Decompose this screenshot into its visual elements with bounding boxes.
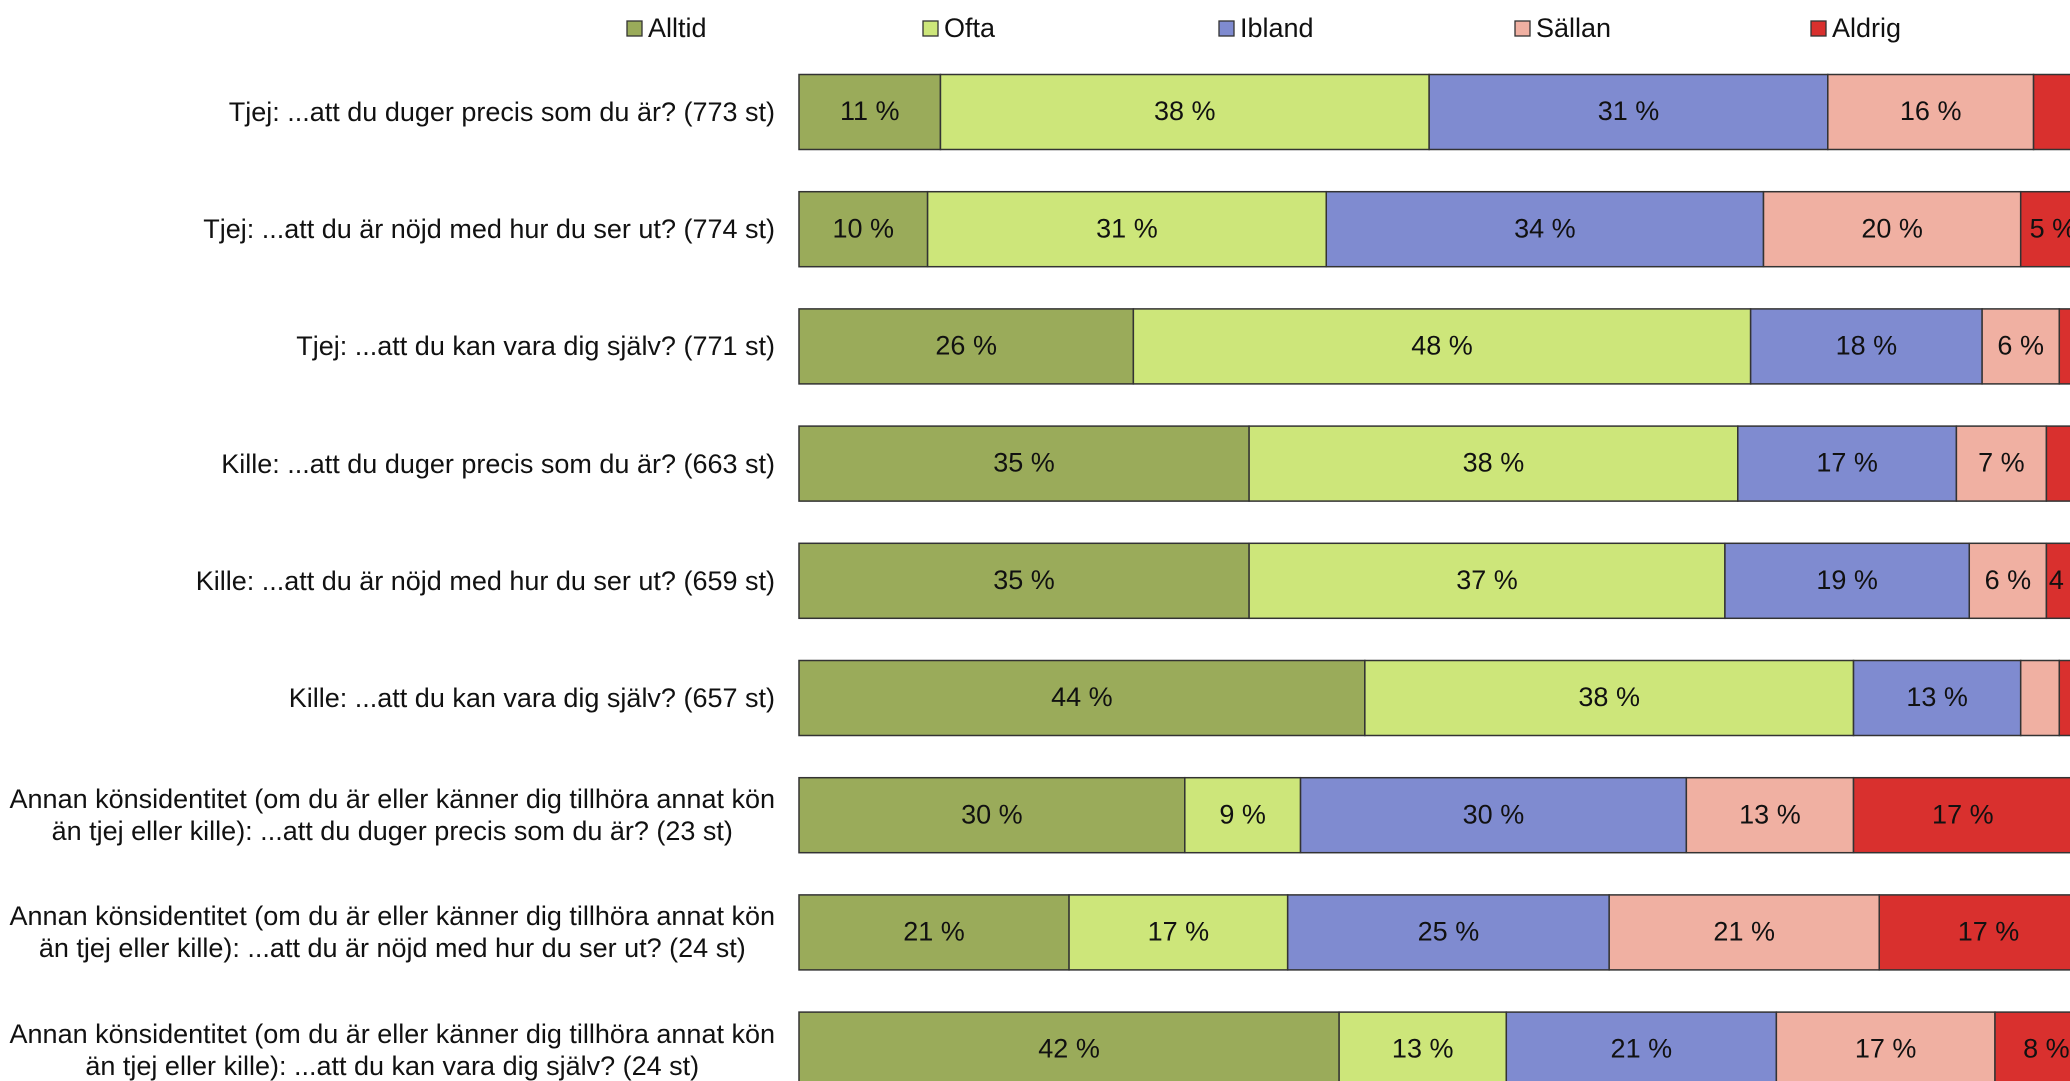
- bar-segment: [2058, 308, 2070, 385]
- value-label: 17 %: [1958, 917, 2020, 947]
- bar-segment: [2045, 542, 2070, 620]
- bar-segment: [2019, 659, 2061, 737]
- value-label: 6 %: [1997, 331, 2044, 361]
- value-label: 21 %: [903, 917, 965, 947]
- value-label: 35 %: [993, 448, 1055, 478]
- bar-segment: [1299, 776, 1688, 854]
- bar-segment: [1428, 73, 1829, 151]
- value-label: 5 %: [2030, 213, 2070, 243]
- value-label: 10 %: [833, 213, 895, 243]
- bar-segment: [798, 190, 929, 268]
- category-label: Kille: ...att du kan vara dig själv? (65…: [288, 683, 775, 713]
- value-label: 19 %: [1816, 565, 1878, 595]
- bar-segment: [798, 659, 1366, 737]
- category-label: Tjej: ...att du kan vara dig själv? (771…: [296, 331, 775, 362]
- legend-swatch: [1514, 20, 1531, 37]
- value-label: 13 %: [1739, 799, 1801, 829]
- bar-segment: [1248, 542, 1726, 620]
- value-label: 38 %: [1154, 96, 1216, 126]
- value-label: 17 %: [1148, 917, 1210, 947]
- legend-label: Ibland: [1240, 13, 1314, 43]
- value-label: 31 %: [1598, 96, 1660, 126]
- bar-segment: [1364, 659, 1855, 737]
- bar-segment: [1724, 542, 1971, 620]
- category-label: Kille: ...att du är nöjd med hur du ser …: [195, 565, 775, 596]
- legend-label: Ofta: [944, 13, 996, 43]
- bar-segment: [1878, 894, 2070, 971]
- value-label: 17 %: [1932, 799, 1994, 829]
- bar-segment: [1852, 659, 2022, 737]
- legend-swatch: [1810, 20, 1827, 37]
- bar-segment: [1827, 73, 2035, 151]
- legend-label: Alltid: [648, 13, 707, 43]
- bar-segment: [2019, 190, 2070, 268]
- value-label: 34 %: [1514, 213, 1576, 243]
- bar-segment: [926, 190, 1328, 268]
- bar-segment: [1505, 1011, 1778, 1081]
- legend-swatch: [626, 20, 643, 37]
- bar-segment: [798, 776, 1186, 854]
- value-label: 9 %: [1219, 799, 1266, 829]
- bar-segment: [1762, 190, 2022, 268]
- value-label: 16 %: [1900, 96, 1962, 126]
- bar-segment: [1749, 308, 1983, 385]
- value-label: 42 %: [1038, 1034, 1100, 1064]
- value-label: 37 %: [1456, 565, 1518, 595]
- bar-segment: [2045, 425, 2070, 502]
- bar-segment: [798, 425, 1250, 502]
- value-label: 8 %: [2023, 1034, 2070, 1064]
- bar-segment: [2032, 73, 2070, 151]
- bar-segment: [1286, 894, 1610, 971]
- legend-swatch: [922, 20, 939, 37]
- bar-segment: [1955, 425, 2048, 502]
- category-label: Tjej: ...att du är nöjd med hur du ser u…: [203, 214, 775, 245]
- value-label: 4 %: [2049, 565, 2070, 595]
- bar-segment: [1132, 308, 1752, 385]
- legend-label: Sällan: [1536, 13, 1611, 43]
- bar-segment: [798, 1011, 1340, 1081]
- value-label: 17 %: [1855, 1034, 1917, 1064]
- bar-segment: [798, 542, 1250, 620]
- bar-segment: [2058, 659, 2070, 737]
- value-label: 6 %: [1985, 565, 2032, 595]
- bar-segment: [1068, 894, 1289, 971]
- value-label: 7 %: [1978, 448, 2025, 478]
- value-label: 48 %: [1411, 331, 1473, 361]
- value-label: 13 %: [1906, 682, 1968, 712]
- value-label: 26 %: [935, 331, 997, 361]
- legend-swatch: [1218, 20, 1235, 37]
- value-label: 31 %: [1096, 213, 1158, 243]
- value-label: 18 %: [1836, 331, 1898, 361]
- bar-segment: [1852, 776, 2070, 854]
- value-label: 30 %: [961, 799, 1023, 829]
- bar-segment: [1981, 308, 2061, 385]
- category-label: Annan könsidentitet (om du är eller känn…: [9, 784, 775, 847]
- value-label: 30 %: [1463, 799, 1525, 829]
- bar-segment: [1685, 776, 1855, 854]
- value-label: 11 %: [840, 96, 900, 126]
- bar-segment: [1994, 1011, 2070, 1081]
- bar-segment: [798, 894, 1070, 971]
- value-label: 17 %: [1816, 448, 1878, 478]
- bar-segment: [1325, 190, 1765, 268]
- bar-segment: [1248, 425, 1739, 502]
- value-label: 13 %: [1392, 1034, 1454, 1064]
- bar-segment: [1608, 894, 1880, 971]
- value-label: 44 %: [1051, 682, 1113, 712]
- value-label: 21 %: [1611, 1034, 1673, 1064]
- legend-label: Aldrig: [1832, 13, 1901, 43]
- value-label: 25 %: [1418, 917, 1480, 947]
- category-label: Tjej: ...att du duger precis som du är? …: [228, 97, 775, 127]
- value-label: 21 %: [1713, 917, 1775, 947]
- value-label: 38 %: [1578, 682, 1640, 712]
- value-label: 35 %: [993, 565, 1055, 595]
- value-label: 38 %: [1463, 448, 1525, 478]
- category-label: Annan könsidentitet (om du är eller känn…: [9, 1018, 775, 1081]
- value-label: 20 %: [1861, 213, 1923, 243]
- category-label: Kille: ...att du duger precis som du är?…: [221, 448, 775, 479]
- bar-segment: [1968, 542, 2048, 620]
- category-label: Annan könsidentitet (om du är eller känn…: [9, 901, 775, 964]
